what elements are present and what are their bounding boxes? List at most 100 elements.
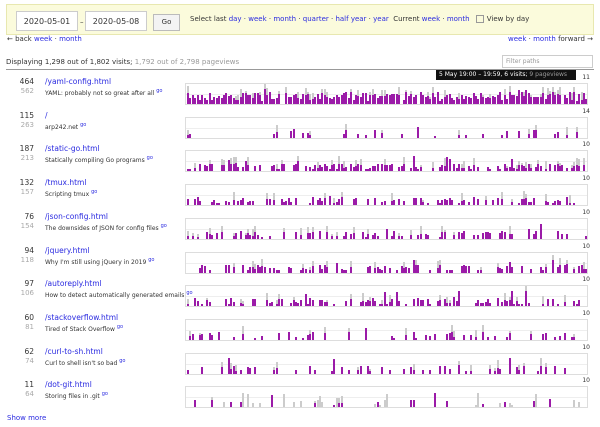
range-month[interactable]: month: [273, 15, 297, 23]
page-path-link[interactable]: /curl-to-sh.html: [45, 346, 103, 356]
chart-bar-visits: [513, 94, 516, 104]
go-link[interactable]: go: [119, 357, 126, 364]
chart-bar-visits: [331, 370, 333, 374]
date-to-input[interactable]: 2020-05-08: [85, 11, 147, 31]
chart-bar-visits: [201, 334, 204, 340]
chart-bar-visits: [501, 135, 504, 138]
date-from-input[interactable]: 2020-05-01: [16, 11, 78, 31]
page-path-link[interactable]: /yaml-config.html: [45, 77, 112, 86]
chart-bar-visits: [523, 365, 525, 374]
chart-bar-visits: [395, 94, 398, 104]
chart-bar-visits: [573, 400, 576, 408]
page-path-link[interactable]: /: [45, 110, 48, 120]
page-path-link[interactable]: /dot-git.html: [45, 380, 92, 390]
chart-bar-visits: [395, 270, 398, 273]
hourly-chart[interactable]: [185, 83, 588, 105]
page-path-link[interactable]: /autoreply.html: [45, 279, 102, 289]
chart-bar-visits: [319, 400, 321, 408]
chart-bar-visits: [314, 403, 317, 408]
chart-bar-pageviews: [333, 197, 336, 206]
filter-paths-input[interactable]: Filter paths: [502, 55, 593, 68]
range-quarter[interactable]: quarter: [302, 15, 329, 23]
chart-bar-visits: [405, 92, 408, 104]
chart-gridline: [186, 127, 587, 129]
chart-bar-pageviews: [508, 225, 511, 239]
view-by-day-checkbox[interactable]: [475, 15, 484, 23]
chart-bar-visits: [506, 131, 509, 138]
forward-week[interactable]: week: [508, 35, 527, 43]
current-month[interactable]: month: [446, 15, 470, 23]
hourly-chart[interactable]: [185, 217, 588, 240]
chart-bar-visits: [494, 96, 497, 104]
go-link[interactable]: go: [91, 189, 98, 196]
forward-month[interactable]: month: [533, 35, 556, 43]
chart-bar-visits: [268, 303, 271, 307]
go-link[interactable]: go: [148, 256, 155, 263]
hourly-chart[interactable]: [185, 116, 588, 139]
chart-bar-pageviews: [343, 161, 345, 172]
chart-bar-pageviews: [544, 161, 547, 172]
chart-bar-pageviews: [309, 267, 312, 273]
view-by-day-label[interactable]: View by day: [486, 15, 530, 23]
chart-bar-visits: [364, 236, 367, 239]
chart-bar-pageviews: [391, 192, 393, 206]
chart-bar-visits: [429, 99, 432, 104]
range-day[interactable]: day: [228, 15, 242, 23]
chart-bar-visits: [506, 167, 509, 172]
chart-bar-visits: [271, 166, 273, 172]
chart-bar-visits: [247, 95, 249, 104]
page-path-link[interactable]: /jquery.html: [45, 245, 90, 255]
go-link[interactable]: go: [186, 290, 193, 297]
hourly-chart[interactable]: [185, 251, 588, 274]
chart-bar-visits: [367, 199, 369, 206]
chart-bar-visits: [407, 268, 410, 273]
chart-bar-pageviews: [254, 263, 257, 273]
back-month[interactable]: month: [59, 35, 82, 43]
go-link[interactable]: go: [156, 88, 163, 94]
page-path-link[interactable]: /json-config.html: [45, 211, 108, 221]
page-path-link[interactable]: /static-go.html: [45, 144, 100, 154]
current-week[interactable]: week: [421, 15, 441, 23]
chart-bar-visits: [208, 332, 211, 340]
go-link[interactable]: go: [80, 121, 87, 128]
chart-bar-visits: [499, 233, 501, 239]
hourly-chart[interactable]: [185, 285, 588, 308]
chart-bar-pageviews: [232, 192, 235, 206]
go-link[interactable]: go: [160, 222, 167, 229]
chart-bar-visits: [496, 267, 499, 273]
go-link[interactable]: go: [101, 391, 108, 398]
pageviews-count: 562: [20, 87, 34, 95]
visits-count: 97: [24, 279, 34, 289]
hourly-chart[interactable]: [185, 352, 588, 375]
hourly-chart[interactable]: [185, 150, 588, 173]
chart-bar-pageviews: [191, 233, 194, 239]
chart-bar-visits: [460, 167, 463, 172]
pageviews-count: 64: [25, 390, 34, 399]
chart-bar-visits: [489, 169, 492, 172]
page-path-link[interactable]: /stackoverflow.html: [45, 312, 119, 322]
chart-bar-visits: [211, 164, 213, 172]
hourly-chart[interactable]: [185, 386, 588, 409]
chart-bar-visits: [419, 233, 422, 239]
range-year[interactable]: year: [373, 15, 389, 23]
hourly-chart[interactable]: [185, 184, 588, 207]
range-week[interactable]: week: [248, 15, 267, 23]
go-link[interactable]: go: [146, 155, 153, 162]
chart-bar-visits: [213, 200, 216, 206]
chart-bar-visits: [343, 167, 345, 172]
chart-bar-visits: [441, 98, 444, 104]
chart-bar-visits: [573, 336, 576, 340]
chart-bar-visits: [439, 264, 441, 273]
chart-bar-visits: [446, 302, 449, 307]
page-path-link[interactable]: /tmux.html: [45, 178, 87, 188]
chart-bar-visits: [573, 202, 576, 206]
go-link[interactable]: go: [116, 323, 124, 330]
show-more-link[interactable]: Show more: [7, 414, 47, 422]
hourly-chart[interactable]: [185, 318, 588, 341]
chart-bar-visits: [340, 403, 343, 408]
back-week[interactable]: week: [33, 35, 53, 43]
go-button[interactable]: Go: [153, 14, 180, 31]
chart-bar-visits: [443, 366, 446, 374]
chart-bar-visits: [326, 231, 329, 239]
range-half-year[interactable]: half year: [335, 15, 367, 23]
